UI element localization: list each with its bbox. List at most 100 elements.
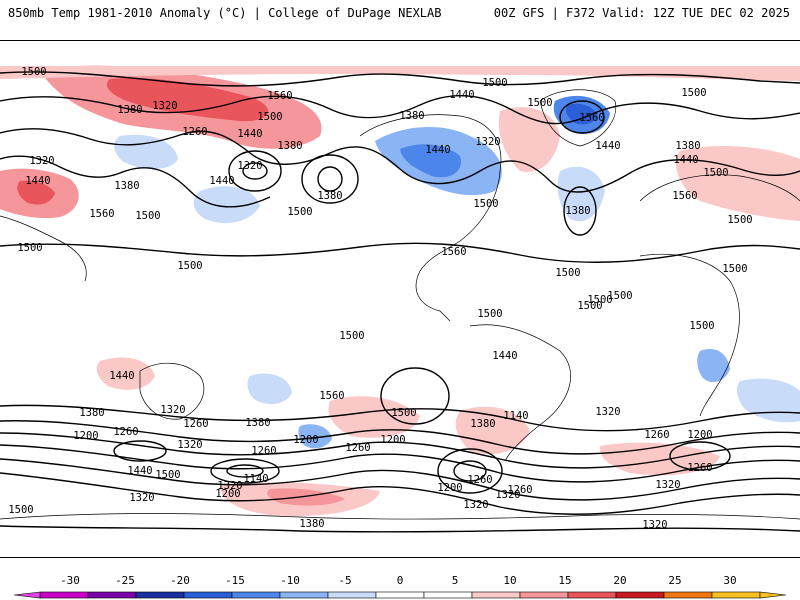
contour-label: 1320	[495, 489, 520, 501]
model-run-info: 00Z GFS | F372 Valid: 12Z TUE DEC 02 202…	[493, 6, 790, 20]
colorbar-cell	[471, 591, 521, 599]
colorbar: -30 -25 -20 -15 -10 -5 0 5 10 15 20 25 30	[13, 574, 787, 599]
colorbar-cell	[39, 591, 89, 599]
colorbar-cell	[135, 591, 185, 599]
colorbar-tick-label: 10	[503, 574, 516, 587]
colorbar-cell	[183, 591, 233, 599]
cold-anomaly-south-africa	[697, 349, 730, 383]
coastline-australia	[139, 362, 205, 420]
contour-1260-south	[0, 458, 800, 501]
contour-label: 1320	[29, 155, 54, 167]
coastline-africa	[639, 253, 740, 417]
contour-label: 1380	[114, 180, 139, 192]
contour-label: 1260	[182, 126, 207, 138]
colorbar-cell	[663, 591, 713, 599]
contour-closed-low-pacific-2-inner	[317, 166, 343, 192]
contour-label: 1380	[565, 205, 590, 217]
contour-label: 1440	[492, 350, 517, 362]
contour-label: 1260	[251, 445, 276, 457]
contour-label: 1200	[437, 482, 462, 494]
contour-label: 1500	[587, 294, 612, 306]
contour-label: 1440	[595, 140, 620, 152]
colorbar-tick-label: 0	[397, 574, 404, 587]
coastlines	[0, 89, 800, 520]
warm-anomaly-atlantic	[498, 107, 560, 172]
contour-closed-low-pacific-1-inner	[242, 162, 268, 180]
contour-label: 1500	[21, 66, 46, 78]
contour-label: 1380	[277, 140, 302, 152]
contour-label: 1560	[319, 390, 344, 402]
contour-label: 1200	[380, 434, 405, 446]
contour-label: 1260	[467, 474, 492, 486]
contour-closed-low-atlantic	[563, 186, 597, 236]
contour-label: 1380	[675, 140, 700, 152]
colorbar-ticks: -30 -25 -20 -15 -10 -5 0 5 10 15 20 25 30	[60, 574, 737, 587]
contour-closed-low-southern-4	[669, 441, 731, 471]
map-frame	[0, 40, 800, 558]
contour-label: 1380	[79, 407, 104, 419]
coastline-europe	[639, 174, 800, 202]
contour-1200-south	[0, 472, 800, 515]
contour-label: 1500	[703, 167, 728, 179]
height-contours	[0, 71, 800, 533]
colorbar-cell	[615, 591, 665, 599]
contour-label: 1560	[89, 208, 114, 220]
colorbar-tick-label: -20	[170, 574, 190, 587]
coastline-north-america	[359, 114, 502, 322]
contour-label: 1560	[579, 112, 604, 124]
contour-label: 1560	[441, 246, 466, 258]
contour-1320-north	[0, 155, 271, 208]
colorbar-tick-label: 30	[723, 574, 736, 587]
colorbar-tick-label: 20	[613, 574, 626, 587]
contour-label: 1320	[160, 404, 185, 416]
contour-label: 1260	[183, 418, 208, 430]
anomaly-shading	[0, 65, 800, 516]
contour-1440-north	[0, 95, 800, 125]
map-title: 850mb Temp 1981-2010 Anomaly (°C) | Coll…	[8, 6, 442, 20]
contour-label: 1500	[17, 242, 42, 254]
warm-anomaly-arctic	[0, 66, 800, 81]
colorbar-tick-label: 25	[668, 574, 681, 587]
contour-closed-low-pacific-2	[301, 154, 359, 204]
contour-1500-north	[0, 71, 800, 87]
contour-label: 1500	[391, 407, 416, 419]
contour-label: 1500	[689, 320, 714, 332]
contour-label: 1500	[727, 214, 752, 226]
contour-label: 1200	[687, 429, 712, 441]
cold-anomaly-south-pacific-mid	[298, 424, 332, 449]
warm-anomaly-europe	[676, 145, 800, 221]
contour-label: 1320	[237, 160, 262, 172]
coastline-greenland	[539, 89, 617, 147]
contour-label: 1260	[113, 426, 138, 438]
contour-label: 1440	[237, 128, 262, 140]
contour-label: 1500	[155, 469, 180, 481]
contour-label: 1440	[25, 175, 50, 187]
cold-anomaly-north-atlantic	[557, 166, 605, 222]
contour-label: 1500	[287, 206, 312, 218]
contour-label: 1440	[425, 144, 450, 156]
colorbar-cell	[711, 591, 761, 599]
contour-label: 1500	[473, 198, 498, 210]
contour-closed-low-southern-3	[113, 440, 167, 462]
contour-closed-low-greenland	[559, 100, 605, 134]
colorbar-max-arrow	[759, 591, 787, 599]
colorbar-cell	[279, 591, 329, 599]
contour-closed-low-pacific-1	[228, 150, 282, 192]
contour-label: 1380	[317, 190, 342, 202]
contour-label: 1200	[73, 430, 98, 442]
contour-label: 1500	[607, 290, 632, 302]
contour-label: 1320	[177, 439, 202, 451]
contour-label: 1320	[152, 100, 177, 112]
contour-label: 1500	[477, 308, 502, 320]
colorbar-cell	[519, 591, 569, 599]
contour-1440-south	[0, 420, 800, 455]
coastline-asia	[0, 215, 87, 282]
contour-label: 1440	[109, 370, 134, 382]
contour-1500-mid	[0, 242, 800, 263]
contour-label: 1380	[117, 104, 142, 116]
contour-label: 1440	[127, 465, 152, 477]
contour-label: 1440	[449, 89, 474, 101]
contour-label: 1500	[681, 87, 706, 99]
contour-label: 1500	[482, 77, 507, 89]
